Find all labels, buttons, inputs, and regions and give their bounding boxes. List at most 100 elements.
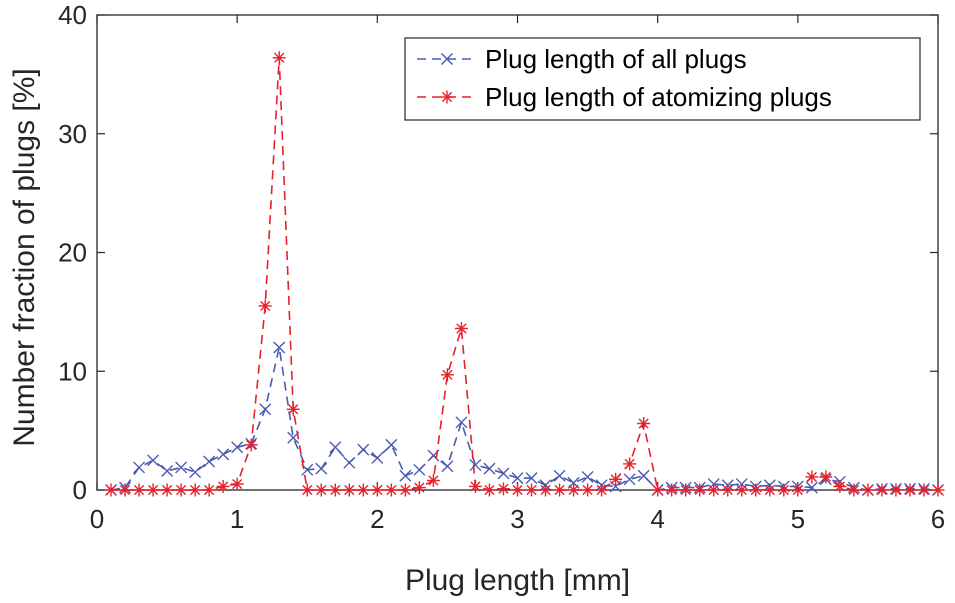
legend-box <box>404 37 921 121</box>
data-point <box>217 448 230 461</box>
legend-marker <box>441 53 453 65</box>
data-point <box>175 461 188 474</box>
data-point <box>525 472 538 485</box>
data-point <box>665 483 679 497</box>
data-point <box>609 472 623 486</box>
data-point <box>147 454 160 467</box>
data-point <box>861 483 875 497</box>
data-point <box>496 482 510 496</box>
data-point <box>384 483 398 497</box>
x-tick-label: 5 <box>791 504 805 534</box>
data-point <box>777 483 791 497</box>
data-point <box>847 483 861 497</box>
y-tick-label: 20 <box>58 238 87 268</box>
data-point <box>161 465 174 477</box>
data-point <box>497 467 510 480</box>
data-point <box>721 483 735 497</box>
data-point <box>454 322 468 335</box>
data-point <box>231 441 244 454</box>
x-tick-label: 0 <box>90 504 104 534</box>
data-point <box>230 477 244 491</box>
data-point <box>104 483 118 497</box>
data-point <box>623 457 637 471</box>
data-point <box>805 470 819 484</box>
data-point <box>300 483 314 497</box>
series-line <box>110 347 939 491</box>
data-point <box>805 481 818 494</box>
data-point <box>903 483 917 497</box>
data-point <box>651 483 665 497</box>
x-tick-label: 1 <box>230 504 244 534</box>
data-point <box>286 402 300 416</box>
data-point <box>763 483 777 497</box>
data-point <box>637 469 650 482</box>
data-point <box>468 479 482 493</box>
legend-item: Plug length of all plugs <box>417 44 747 74</box>
data-point <box>567 483 581 497</box>
data-point <box>539 483 553 497</box>
data-point <box>202 483 216 497</box>
data-point <box>623 473 636 486</box>
data-point <box>314 483 328 497</box>
data-point <box>118 483 132 497</box>
data-point <box>315 462 328 475</box>
data-point <box>399 469 412 482</box>
data-point <box>440 368 454 382</box>
data-point <box>819 470 833 484</box>
y-tick-label: 40 <box>58 0 87 30</box>
data-point <box>693 483 707 497</box>
data-point <box>216 479 230 493</box>
data-point <box>413 463 426 476</box>
data-point <box>328 483 342 497</box>
data-point <box>357 443 370 456</box>
data-point <box>553 469 566 482</box>
legend-item: Plug length of atomizing plugs <box>417 82 832 112</box>
data-point <box>735 483 749 497</box>
data-point <box>581 470 594 483</box>
data-point <box>259 403 272 416</box>
data-point <box>342 483 356 497</box>
y-tick-label: 0 <box>73 475 87 505</box>
data-point <box>133 461 146 474</box>
data-point <box>483 462 496 475</box>
data-point <box>329 441 342 454</box>
x-tick-label: 2 <box>370 504 384 534</box>
data-point <box>749 483 763 497</box>
data-point <box>637 417 651 430</box>
data-point <box>385 438 398 451</box>
data-point <box>272 51 286 65</box>
data-point <box>258 299 272 313</box>
x-tick-label: 3 <box>510 504 524 534</box>
data-point <box>398 483 412 497</box>
data-point <box>511 472 524 485</box>
data-point <box>791 483 805 497</box>
data-point <box>146 483 160 497</box>
data-point <box>553 483 567 497</box>
data-point <box>525 483 539 497</box>
data-point <box>188 483 202 497</box>
data-point <box>174 483 188 497</box>
data-point <box>132 483 146 497</box>
data-point <box>511 483 524 497</box>
data-point <box>412 481 426 495</box>
data-point <box>203 455 216 468</box>
data-point <box>833 479 847 493</box>
data-point <box>160 483 174 497</box>
data-point <box>441 460 454 473</box>
y-tick-label: 10 <box>58 356 87 386</box>
data-point <box>370 483 384 497</box>
data-point <box>244 438 258 452</box>
data-point <box>889 483 903 497</box>
data-point <box>482 483 496 497</box>
data-point <box>469 459 482 472</box>
data-point <box>875 483 889 497</box>
data-point <box>679 483 693 497</box>
x-tick-label: 6 <box>931 504 945 534</box>
data-point <box>273 341 286 354</box>
y-axis-label: Number fraction of plugs [%] <box>8 68 41 447</box>
legend-marker <box>440 90 454 104</box>
series-2 <box>104 51 945 497</box>
y-tick-label: 30 <box>58 119 87 149</box>
data-point <box>343 456 356 469</box>
